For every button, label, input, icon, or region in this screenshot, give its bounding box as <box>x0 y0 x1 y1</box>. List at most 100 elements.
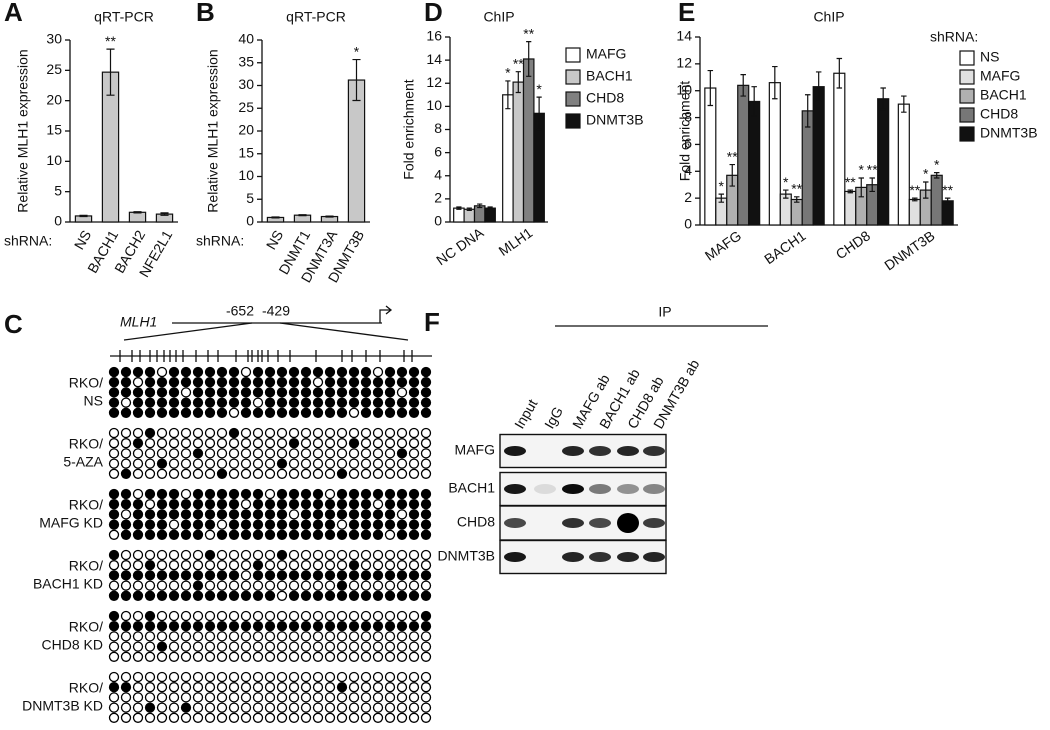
cpg-site <box>372 712 384 723</box>
cpg-site <box>372 529 384 540</box>
cpg-site <box>216 651 228 662</box>
cpg-site <box>156 499 168 510</box>
significance: ** <box>513 55 524 71</box>
cpg-site <box>120 560 132 571</box>
cpg-site <box>288 692 300 703</box>
cpg-site <box>216 580 228 591</box>
significance: * <box>354 43 360 59</box>
cpg-site <box>372 671 384 683</box>
error-bar <box>505 80 511 110</box>
cpg-site <box>336 499 348 510</box>
cpg-site <box>144 682 156 693</box>
cpg-site <box>312 438 324 449</box>
sample-label: CHD8 KD <box>42 637 103 653</box>
cpg-site <box>300 387 312 398</box>
cpg-site <box>120 519 132 530</box>
significance: * <box>859 162 865 178</box>
cpg-site <box>300 438 312 449</box>
legend-label: CHD8 <box>980 106 1018 122</box>
cpg-site <box>372 590 384 601</box>
legend-swatch <box>565 91 581 107</box>
cpg-site <box>156 692 168 703</box>
cpg-site <box>180 651 192 662</box>
cpg-site <box>324 621 336 632</box>
cpg-site <box>360 692 372 703</box>
cpg-site <box>168 468 180 479</box>
cpg-site <box>312 631 324 642</box>
bar <box>877 98 890 226</box>
error-bar <box>325 215 334 218</box>
cpg-site <box>252 366 264 378</box>
cpg-site <box>384 387 396 398</box>
cpg-site <box>264 560 276 571</box>
cpg-site <box>144 366 156 378</box>
cpg-site <box>180 549 192 561</box>
cpg-site <box>252 387 264 398</box>
cpg-site <box>324 641 336 652</box>
tss-arrow <box>379 305 393 323</box>
cpg-site <box>132 712 144 723</box>
cpg-site <box>276 458 288 469</box>
cpg-site <box>192 692 204 703</box>
cpg-site <box>216 549 228 561</box>
cpg-site <box>384 631 396 642</box>
cpg-site <box>120 377 132 388</box>
cpg-site <box>204 427 216 439</box>
cpg-site <box>300 631 312 642</box>
cpg-site <box>252 549 264 561</box>
cpg-site <box>180 580 192 591</box>
cpg-site <box>408 427 420 439</box>
cpg-site <box>252 621 264 632</box>
cpg-site <box>396 438 408 449</box>
cpg-site <box>192 671 204 683</box>
cpg-site <box>396 529 408 540</box>
cpg-site <box>300 488 312 500</box>
cpg-site <box>288 468 300 479</box>
cpg-site <box>192 366 204 378</box>
sample-label: RKO/ <box>69 619 103 635</box>
cpg-site <box>132 519 144 530</box>
cpg-site <box>396 712 408 723</box>
cpg-site <box>132 458 144 469</box>
cpg-site <box>324 438 336 449</box>
cpg-site <box>348 641 360 652</box>
cpg-site <box>348 610 360 622</box>
cpg-site <box>156 712 168 723</box>
cpg-site <box>408 570 420 581</box>
cpg-site <box>108 631 120 642</box>
cpg-site <box>180 570 192 581</box>
y-tick-label: 20 <box>238 122 254 138</box>
cpg-site <box>108 712 120 723</box>
cpg-site <box>228 671 240 683</box>
error-bar <box>772 65 778 100</box>
cpg-site <box>288 377 300 388</box>
y-axis-label: Relative MLH1 expression <box>205 49 221 212</box>
cpg-site <box>276 488 288 500</box>
panel-letter: C <box>4 309 23 339</box>
cpg-site <box>324 397 336 408</box>
cpg-site <box>228 702 240 713</box>
cpg-site <box>396 590 408 601</box>
cpg-site <box>144 387 156 398</box>
cpg-site <box>168 387 180 398</box>
y-tick-label: 6 <box>434 143 442 159</box>
cpg-site <box>276 387 288 398</box>
cpg-site <box>324 499 336 510</box>
bar <box>737 84 750 226</box>
cpg-site <box>360 651 372 662</box>
y-tick-label: 16 <box>426 28 442 44</box>
cpg-site <box>372 641 384 652</box>
cpg-site <box>240 468 252 479</box>
band <box>534 484 556 494</box>
cpg-site <box>240 560 252 571</box>
cpg-site <box>408 438 420 449</box>
band <box>617 446 639 456</box>
cpg-site <box>252 671 264 683</box>
x-tick-label: NS <box>71 227 95 252</box>
cpg-site <box>192 590 204 601</box>
error-bar <box>79 214 88 218</box>
bar <box>768 82 781 226</box>
cpg-site <box>408 509 420 520</box>
cpg-site <box>372 702 384 713</box>
cpg-site <box>276 397 288 408</box>
